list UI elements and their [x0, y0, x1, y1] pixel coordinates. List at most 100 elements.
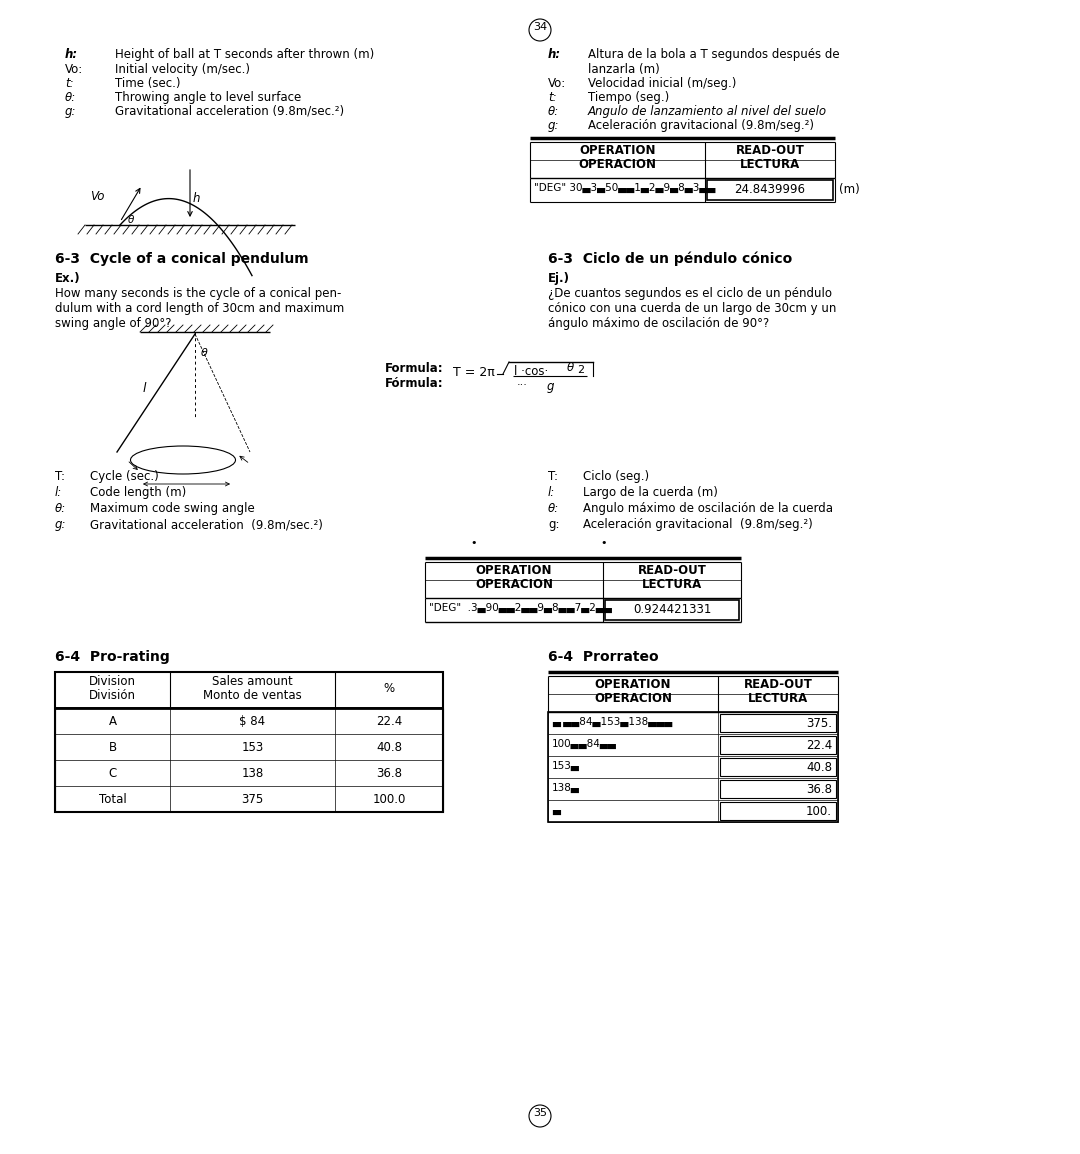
Bar [707, 180, 833, 200]
Text: 100.: 100. [806, 805, 832, 818]
Text: 0.924421331: 0.924421331 [633, 604, 712, 616]
Text: %: % [383, 682, 394, 695]
Text: lanzarla (m): lanzarla (m) [588, 63, 660, 76]
Text: How many seconds is the cycle of a conical pen-: How many seconds is the cycle of a conic… [55, 287, 341, 300]
Text: OPERATION: OPERATION [595, 679, 672, 691]
Text: Cycle (sec.): Cycle (sec.) [90, 470, 159, 484]
Text: OPERACION: OPERACION [475, 578, 553, 591]
Text: g:: g: [548, 518, 559, 531]
Text: g:: g: [55, 518, 67, 531]
Text: 36.8: 36.8 [376, 767, 402, 780]
Text: θ:: θ: [65, 91, 77, 104]
Text: READ-OUT: READ-OUT [637, 564, 706, 577]
Text: t:: t: [65, 77, 73, 90]
Text: Height of ball at T seconds after thrown (m): Height of ball at T seconds after thrown… [114, 48, 375, 61]
Text: θ:: θ: [548, 502, 559, 515]
Text: θ:: θ: [548, 105, 559, 118]
Text: ángulo máximo de oscilación de 90°?: ángulo máximo de oscilación de 90°? [548, 317, 769, 330]
Text: l:: l: [548, 486, 555, 499]
Text: θ: θ [129, 215, 134, 225]
Text: t:: t: [548, 91, 556, 104]
Text: 138: 138 [241, 767, 264, 780]
Text: (m): (m) [839, 183, 860, 196]
Text: T:: T: [548, 470, 558, 484]
Text: Fórmula:: Fórmula: [384, 377, 444, 390]
Text: 24.8439996: 24.8439996 [734, 183, 806, 196]
Text: ▄: ▄ [552, 805, 561, 815]
Text: División: División [89, 689, 136, 702]
Text: Time (sec.): Time (sec.) [114, 77, 180, 90]
Text: Total: Total [98, 793, 126, 805]
Text: Altura de la bola a T segundos después de: Altura de la bola a T segundos después d… [588, 48, 839, 61]
Text: θ: θ [567, 361, 575, 374]
Text: •: • [600, 538, 607, 548]
Text: Ciclo (seg.): Ciclo (seg.) [583, 470, 649, 484]
Text: Gravitational acceleration  (9.8m/sec.²): Gravitational acceleration (9.8m/sec.²) [90, 518, 323, 531]
Text: READ-OUT: READ-OUT [743, 679, 812, 691]
Text: A: A [108, 715, 117, 728]
Text: Angulo máximo de oscilación de la cuerda: Angulo máximo de oscilación de la cuerda [583, 502, 833, 515]
Text: Gravitational acceleration (9.8m/sec.²): Gravitational acceleration (9.8m/sec.²) [114, 105, 345, 118]
Text: C: C [108, 767, 117, 780]
Text: T:: T: [55, 470, 65, 484]
Bar [720, 758, 836, 775]
Text: Largo de la cuerda (m): Largo de la cuerda (m) [583, 486, 718, 499]
Text: h:: h: [65, 48, 78, 61]
Text: Velocidad inicial (m/seg.): Velocidad inicial (m/seg.) [588, 77, 737, 90]
Text: B: B [108, 741, 117, 754]
Text: Division: Division [89, 675, 136, 688]
Text: Throwing angle to level surface: Throwing angle to level surface [114, 91, 301, 104]
Text: g: g [546, 380, 554, 394]
Text: Vo: Vo [90, 190, 105, 203]
Text: 100.0: 100.0 [373, 793, 406, 805]
Text: Vo:: Vo: [548, 77, 566, 90]
Text: h: h [193, 192, 201, 205]
Text: swing angle of 90°?: swing angle of 90°? [55, 317, 172, 330]
Text: 2: 2 [577, 365, 584, 375]
Bar [55, 672, 443, 709]
Text: OPERACION: OPERACION [594, 692, 672, 705]
Text: 100▄▄84▄▄: 100▄▄84▄▄ [552, 739, 617, 749]
Text: OPERATION: OPERATION [579, 144, 656, 157]
Text: θ:: θ: [55, 502, 66, 515]
Text: Monto de ventas: Monto de ventas [203, 689, 302, 702]
Text: ¿De cuantos segundos es el ciclo de un péndulo: ¿De cuantos segundos es el ciclo de un p… [548, 287, 832, 300]
Text: T = 2π: T = 2π [453, 366, 495, 379]
Text: 153: 153 [241, 741, 264, 754]
Text: "DEG"  .3▄90▄▄2▄▄9▄8▄▄7▄2▄▄: "DEG" .3▄90▄▄2▄▄9▄8▄▄7▄2▄▄ [429, 604, 612, 613]
Text: READ-OUT: READ-OUT [735, 144, 805, 157]
Text: LECTURA: LECTURA [642, 578, 702, 591]
Text: OPERATION: OPERATION [476, 564, 552, 577]
Text: 34: 34 [532, 22, 548, 32]
Text: Initial velocity (m/sec.): Initial velocity (m/sec.) [114, 63, 249, 76]
Text: Code length (m): Code length (m) [90, 486, 186, 499]
Text: h:: h: [548, 48, 562, 61]
Text: LECTURA: LECTURA [740, 158, 800, 171]
Text: Vo:: Vo: [65, 63, 83, 76]
Text: l: l [143, 382, 147, 395]
Text: 6-4  Pro-rating: 6-4 Pro-rating [55, 650, 170, 664]
Text: 6-4  Prorrateo: 6-4 Prorrateo [548, 650, 659, 664]
Text: 35: 35 [534, 1108, 546, 1118]
Text: "DEG" 30▄3▄50▄▄1▄2▄9▄8▄3▄▄: "DEG" 30▄3▄50▄▄1▄2▄9▄8▄3▄▄ [534, 183, 715, 193]
Text: θ: θ [201, 349, 207, 358]
Text: 375: 375 [241, 793, 264, 805]
Text: cónico con una cuerda de un largo de 30cm y un: cónico con una cuerda de un largo de 30c… [548, 302, 836, 315]
Text: •: • [470, 538, 476, 548]
Text: Angulo de lanzamiento al nivel del suelo: Angulo de lanzamiento al nivel del suelo [588, 105, 827, 118]
Bar [605, 600, 739, 620]
Text: 40.8: 40.8 [376, 741, 402, 754]
Text: Ej.): Ej.) [548, 272, 570, 285]
Text: ▄ ▄▄84▄153▄138▄▄▄: ▄ ▄▄84▄153▄138▄▄▄ [552, 717, 672, 727]
Bar [720, 780, 836, 799]
Text: LECTURA: LECTURA [747, 692, 808, 705]
Text: 40.8: 40.8 [806, 760, 832, 774]
Text: l ·cos·: l ·cos· [514, 365, 549, 379]
Text: 36.8: 36.8 [806, 784, 832, 796]
Bar [720, 736, 836, 754]
Bar [720, 802, 836, 820]
Text: 6-3  Cycle of a conical pendulum: 6-3 Cycle of a conical pendulum [55, 252, 309, 267]
Text: 22.4: 22.4 [376, 715, 402, 728]
Text: 153▄: 153▄ [552, 760, 580, 771]
Text: Maximum code swing angle: Maximum code swing angle [90, 502, 255, 515]
